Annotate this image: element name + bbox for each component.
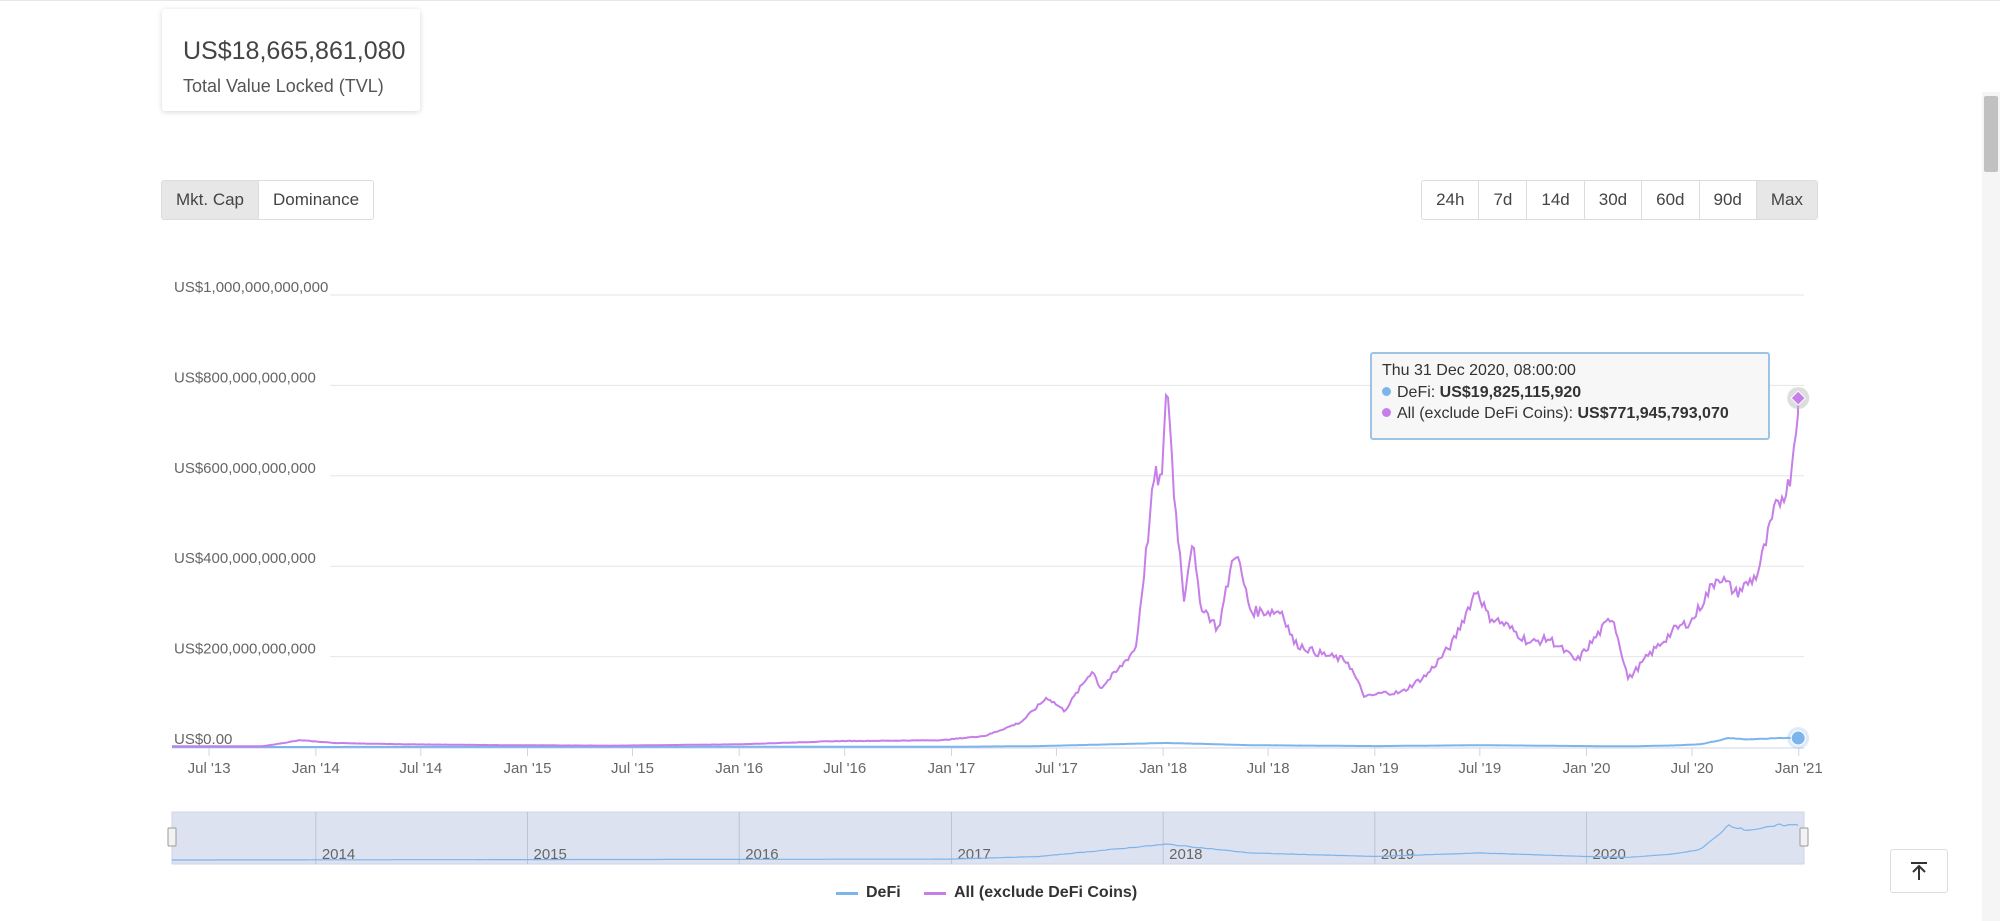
all-hover-point — [1790, 390, 1806, 406]
legend-all-label: All (exclude DeFi Coins) — [954, 884, 1138, 901]
all-series-line — [172, 392, 1800, 748]
navigator-year-label: 2014 — [322, 846, 355, 863]
all-swatch-icon — [924, 891, 946, 895]
all-dot-icon — [1382, 408, 1391, 417]
x-tick-label: Jul '13 — [188, 760, 231, 777]
dominance-button[interactable]: Dominance — [273, 190, 360, 209]
x-tick-label: Jul '16 — [823, 760, 866, 777]
x-tick-label: Jul '15 — [611, 760, 654, 777]
chart-type-toggle: Mkt. Cap Dominance — [161, 180, 375, 220]
defi-series-line — [172, 736, 1800, 748]
range-90d-button[interactable]: 90d — [1700, 181, 1757, 219]
tooltip-defi-label: DeFi: — [1397, 384, 1440, 401]
navigator[interactable]: 2014 2015 2016 2017 2018 2019 2020 — [167, 811, 1809, 865]
range-7d-button[interactable]: 7d — [1479, 181, 1528, 219]
y-tick-label: US$400,000,000,000 — [174, 550, 316, 567]
mkt-cap-button[interactable]: Mkt. Cap — [162, 181, 260, 219]
x-tick-label: Jan '18 — [1139, 760, 1187, 777]
tooltip-date: Thu 31 Dec 2020, 08:00:00 — [1382, 362, 1576, 379]
navigator-year-label: 2016 — [745, 846, 778, 863]
defi-swatch-icon — [836, 891, 858, 895]
y-tick-label: US$0.00 — [174, 731, 232, 748]
x-axis: Jul '13 Jan '14 Jul '14 Jan '15 Jul '15 Jan '… — [172, 747, 1823, 777]
defi-hover-point — [1790, 730, 1806, 746]
legend-item-all[interactable]: All (exclude DeFi Coins) — [924, 884, 1137, 902]
legend-defi-label: DeFi — [866, 884, 901, 901]
tooltip-all-value: US$771,945,793,070 — [1577, 405, 1729, 422]
chart-grid — [330, 294, 1804, 658]
tvl-value: US$18,665,861,080 — [183, 37, 406, 65]
range-60d-button[interactable]: 60d — [1642, 181, 1700, 219]
tvl-card: US$18,665,861,080 Total Value Locked (TV… — [162, 9, 420, 111]
navigator-window[interactable] — [171, 811, 1805, 865]
y-tick-label: US$1,000,000,000,000 — [174, 279, 328, 296]
scrollbar-thumb[interactable] — [1984, 96, 1998, 172]
navigator-year-label: 2018 — [1169, 846, 1202, 863]
navigator-series-line — [172, 823, 1799, 861]
y-axis-labels: US$0.00 US$200,000,000,000 US$400,000,000,… — [174, 279, 328, 748]
chart-tooltip: Thu 31 Dec 2020, 08:00:00 DeFi: US$19,82… — [1370, 352, 1770, 440]
defi-dot-icon — [1382, 387, 1391, 396]
navigator-year-label: 2015 — [534, 846, 567, 863]
tvl-label: Total Value Locked (TVL) — [183, 76, 384, 96]
y-tick-label: US$200,000,000,000 — [174, 641, 316, 658]
top-border — [0, 0, 2000, 1]
legend-item-defi[interactable]: DeFi — [836, 884, 901, 902]
x-tick-label: Jan '14 — [292, 760, 340, 777]
navigator-year-label: 2020 — [1593, 846, 1626, 863]
x-tick-label: Jul '20 — [1671, 760, 1714, 777]
range-24h-button[interactable]: 24h — [1422, 181, 1480, 219]
range-14d-button[interactable]: 14d — [1527, 181, 1585, 219]
chart-series — [172, 387, 1810, 750]
arrow-up-to-line-icon — [1911, 862, 1927, 880]
x-tick-label: Jan '16 — [715, 760, 763, 777]
time-range-selector: 24h 7d 14d 30d 60d 90d Max — [1421, 180, 1818, 220]
navigator-left-handle[interactable] — [167, 827, 177, 847]
tooltip-defi-value: US$19,825,115,920 — [1439, 384, 1582, 401]
x-tick-label: Jan '17 — [928, 760, 976, 777]
x-tick-label: Jul '19 — [1458, 760, 1501, 777]
x-tick-label: Jul '17 — [1035, 760, 1078, 777]
tooltip-defi-row: DeFi: US$19,825,115,920 — [1382, 384, 1581, 402]
range-max-button[interactable]: Max — [1756, 181, 1817, 219]
y-tick-label: US$800,000,000,000 — [174, 369, 316, 386]
scroll-top-button[interactable] — [1890, 849, 1948, 893]
navigator-year-label: 2019 — [1381, 846, 1414, 863]
y-tick-label: US$600,000,000,000 — [174, 460, 316, 477]
x-tick-label: Jul '18 — [1247, 760, 1290, 777]
x-tick-label: Jan '20 — [1563, 760, 1611, 777]
tooltip-all-label: All (exclude DeFi Coins): — [1397, 405, 1578, 422]
x-tick-label: Jul '14 — [399, 760, 442, 777]
page-scrollbar[interactable] — [1982, 92, 2000, 921]
x-tick-label: Jan '19 — [1351, 760, 1399, 777]
navigator-right-handle[interactable] — [1799, 827, 1809, 847]
x-tick-label: Jan '21 — [1775, 760, 1823, 777]
navigator-year-label: 2017 — [957, 846, 990, 863]
tooltip-all-row: All (exclude DeFi Coins): US$771,945,793… — [1382, 405, 1729, 423]
range-30d-button[interactable]: 30d — [1585, 181, 1643, 219]
x-tick-label: Jan '15 — [504, 760, 552, 777]
